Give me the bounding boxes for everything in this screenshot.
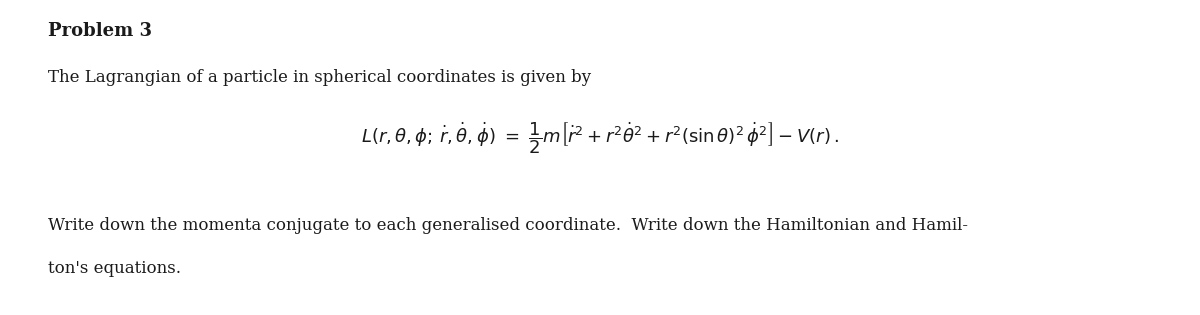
Text: The Lagrangian of a particle in spherical coordinates is given by: The Lagrangian of a particle in spherica… [48,69,592,86]
Text: Problem 3: Problem 3 [48,22,152,40]
Text: ton's equations.: ton's equations. [48,260,181,277]
Text: Write down the momenta conjugate to each generalised coordinate.  Write down the: Write down the momenta conjugate to each… [48,217,968,234]
Text: $L(r, \theta, \phi;\, \dot{r}, \dot{\theta}, \dot{\phi}) \ = \ \dfrac{1}{2}m\lef: $L(r, \theta, \phi;\, \dot{r}, \dot{\the… [361,121,839,157]
